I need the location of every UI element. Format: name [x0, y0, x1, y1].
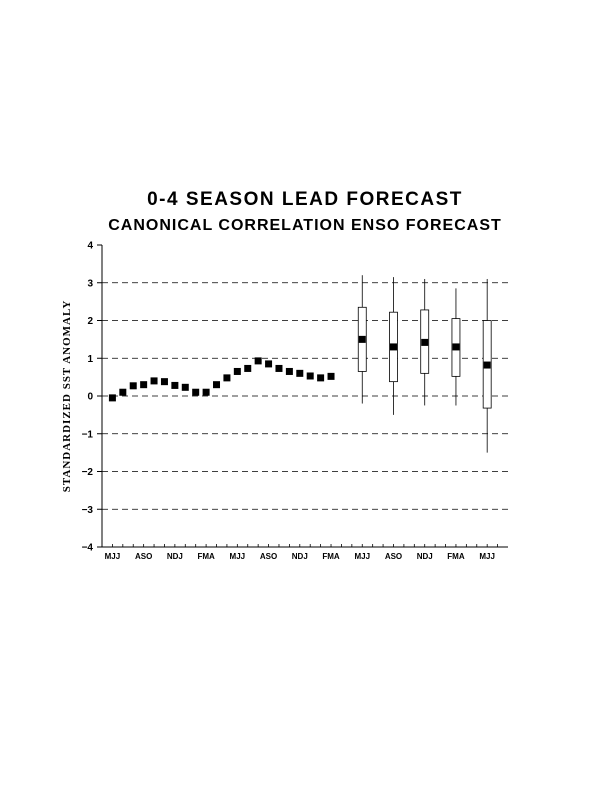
observed-point [306, 372, 314, 380]
y-tick-label: 3 [87, 278, 93, 289]
observed-point [119, 388, 127, 396]
observed-point [317, 374, 325, 382]
y-tick-label: 4 [87, 241, 93, 252]
y-tick-label: 1 [87, 354, 93, 365]
x-tick-label: MJJ [230, 552, 246, 561]
observed-point [140, 381, 148, 389]
y-tick-label: 0 [87, 392, 93, 403]
forecast-mean-marker [389, 343, 397, 351]
forecast-mean-marker [421, 338, 429, 346]
x-tick-label: MJJ [105, 552, 121, 561]
x-tick-label: NDJ [292, 552, 308, 561]
axes-layer: 4 3 2 1 0 −1 −2 −3 −4 MJJ ASO NDJ FMA MJJ ASO NDJ FMA MJJ… [82, 241, 508, 561]
x-tick-label: NDJ [417, 552, 433, 561]
observed-point [150, 377, 158, 385]
y-tick-label: −2 [82, 467, 94, 478]
observed-point [202, 388, 210, 396]
y-tick-label: −1 [82, 429, 94, 440]
observed-series [108, 357, 335, 402]
observed-point [108, 394, 116, 402]
y-tick-label: −3 [82, 505, 94, 516]
observed-point [244, 364, 252, 372]
x-tick-label: ASO [385, 552, 402, 561]
grid-layer [102, 282, 508, 510]
x-tick-label: ASO [260, 552, 277, 561]
observed-point [129, 382, 137, 390]
y-tick-label: 2 [87, 316, 93, 327]
observed-point [296, 369, 304, 377]
y-tick-label: −4 [82, 543, 94, 554]
observed-point [265, 360, 273, 368]
x-tick-label: FMA [447, 552, 465, 561]
observed-point [327, 372, 335, 380]
observed-point [171, 381, 179, 389]
chart-title: 0-4 SEASON LEAD FORECAST [147, 189, 463, 210]
x-tick-label: FMA [322, 552, 340, 561]
x-tick-label: MJJ [479, 552, 495, 561]
observed-point [213, 381, 221, 389]
observed-point [223, 374, 231, 382]
observed-point [254, 357, 262, 365]
observed-point [285, 367, 293, 375]
observed-point [181, 383, 189, 391]
forecast-mean-marker [483, 361, 491, 369]
x-tick-label: FMA [197, 552, 215, 561]
forecast-layer [357, 275, 492, 453]
x-tick-label: ASO [135, 552, 152, 561]
chart-subtitle: CANONICAL CORRELATION ENSO FORECAST [108, 217, 502, 234]
observed-point [275, 364, 283, 372]
forecast-mean-marker [358, 335, 366, 343]
y-axis-label: STANDARDIZED SST ANOMALY [61, 300, 73, 493]
observed-point [160, 378, 168, 386]
x-tick-label: NDJ [167, 552, 183, 561]
observed-point [233, 367, 241, 375]
x-tick-label: MJJ [354, 552, 370, 561]
observed-point [192, 388, 200, 396]
forecast-mean-marker [452, 343, 460, 351]
